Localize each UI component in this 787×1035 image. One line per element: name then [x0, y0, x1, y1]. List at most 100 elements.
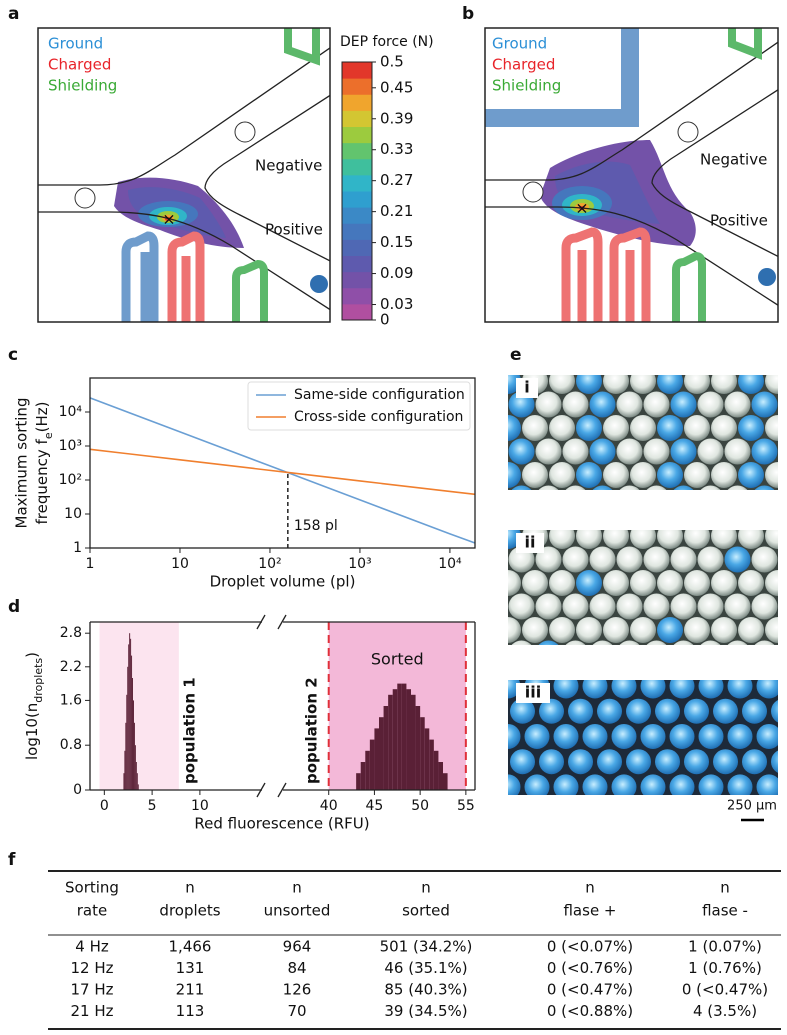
droplet	[684, 569, 710, 596]
droplet	[482, 485, 508, 511]
droplet	[589, 391, 616, 418]
droplet	[765, 375, 778, 394]
droplet	[508, 616, 521, 643]
droplet	[603, 530, 629, 549]
droplet	[756, 774, 778, 795]
colorbar: 0.5 0.45 0.39 0.33 0.27 0.21 0.15 0.09 0.030	[341, 53, 413, 329]
droplet	[626, 648, 651, 673]
panel-frame	[37, 27, 331, 323]
axes-frame	[89, 377, 476, 549]
droplet	[684, 461, 710, 488]
droplet	[522, 616, 548, 643]
droplet	[765, 616, 778, 643]
histogram-bar	[420, 717, 425, 790]
panel-frame	[484, 27, 779, 323]
legend-box	[247, 381, 471, 431]
table-header: droplets	[159, 902, 220, 920]
droplet	[670, 438, 697, 465]
droplet	[738, 616, 764, 643]
droplet	[568, 648, 593, 673]
histogram-bar	[379, 717, 384, 790]
histogram-bar	[406, 689, 411, 790]
droplet	[765, 530, 778, 549]
droplet	[697, 593, 724, 620]
droplet	[553, 723, 579, 749]
histogram-bar	[129, 633, 131, 790]
droplet	[771, 750, 778, 773]
droplet	[630, 461, 656, 488]
y-tick-label: 1	[73, 540, 82, 556]
droplet	[724, 546, 751, 573]
droplet	[524, 774, 550, 795]
histogram-bar	[133, 700, 134, 790]
droplet	[539, 800, 564, 825]
droplet	[779, 345, 787, 371]
y-axis-label-text: log10(n	[23, 703, 41, 760]
table-cell: 964	[283, 938, 312, 956]
droplet	[724, 391, 751, 418]
droplet	[482, 546, 508, 572]
outlet-label: Positive	[265, 221, 323, 239]
table-cell: 39 (34.5%)	[384, 1002, 467, 1020]
droplet	[630, 569, 656, 596]
colorbar-title: DEP force (N)	[340, 34, 434, 50]
droplet	[738, 530, 764, 549]
y-axis-label: Maximum sorting	[13, 398, 31, 529]
histogram-bar	[360, 762, 366, 790]
histogram-bar	[383, 706, 389, 790]
droplet	[698, 680, 724, 699]
droplet	[752, 345, 778, 371]
droplet	[742, 648, 767, 673]
colorbar-segment	[342, 158, 372, 176]
droplet	[482, 500, 508, 526]
panel-label: a	[8, 4, 19, 24]
droplet	[619, 485, 640, 490]
droplet	[535, 593, 562, 620]
droplet	[535, 438, 562, 465]
droplet	[539, 698, 564, 724]
x-tick-label: 10²	[258, 556, 281, 572]
image-label-box	[516, 533, 544, 553]
histogram-bar	[365, 750, 370, 790]
droplet	[765, 569, 778, 596]
table-cell: 17 Hz	[70, 981, 113, 999]
droplet	[549, 414, 575, 441]
droplet	[684, 648, 709, 673]
colorbar-tick-label: 0.21	[380, 202, 413, 220]
droplet	[590, 500, 616, 526]
droplet	[522, 461, 548, 488]
droplet	[779, 640, 787, 666]
x-tick-label: 40	[320, 798, 338, 814]
droplet	[713, 749, 738, 775]
x-tick-label: 50	[411, 798, 429, 814]
x-tick-label: 10	[191, 798, 209, 814]
table-cell: 4 (3.5%)	[693, 1002, 757, 1020]
annotation-text: 158 pl	[294, 518, 338, 534]
droplet	[603, 616, 629, 643]
legend-label: Cross-side configuration	[294, 409, 463, 425]
droplet	[711, 530, 737, 549]
droplet	[511, 640, 532, 645]
droplet	[697, 546, 724, 573]
table-cell: 46 (35.1%)	[384, 959, 467, 977]
droplet	[727, 723, 753, 749]
droplet	[643, 391, 670, 418]
droplet	[640, 680, 666, 699]
droplet	[538, 485, 559, 490]
droplet	[549, 569, 575, 596]
histogram-bar	[388, 694, 393, 790]
y-tick-label: 0.8	[60, 737, 82, 753]
x-tick-label: 5	[148, 798, 157, 814]
legend-shielding: Shielding	[492, 77, 561, 95]
legend-shielding: Shielding	[48, 77, 117, 95]
droplet	[670, 593, 697, 620]
outlet-label: Negative	[255, 157, 322, 175]
droplet	[509, 500, 535, 526]
droplet	[765, 414, 778, 441]
droplet	[698, 500, 724, 526]
legend-ground: Ground	[48, 35, 103, 53]
droplet	[467, 774, 492, 799]
histogram-bar	[135, 762, 137, 790]
histogram-bar	[356, 773, 361, 790]
droplet	[603, 461, 629, 488]
